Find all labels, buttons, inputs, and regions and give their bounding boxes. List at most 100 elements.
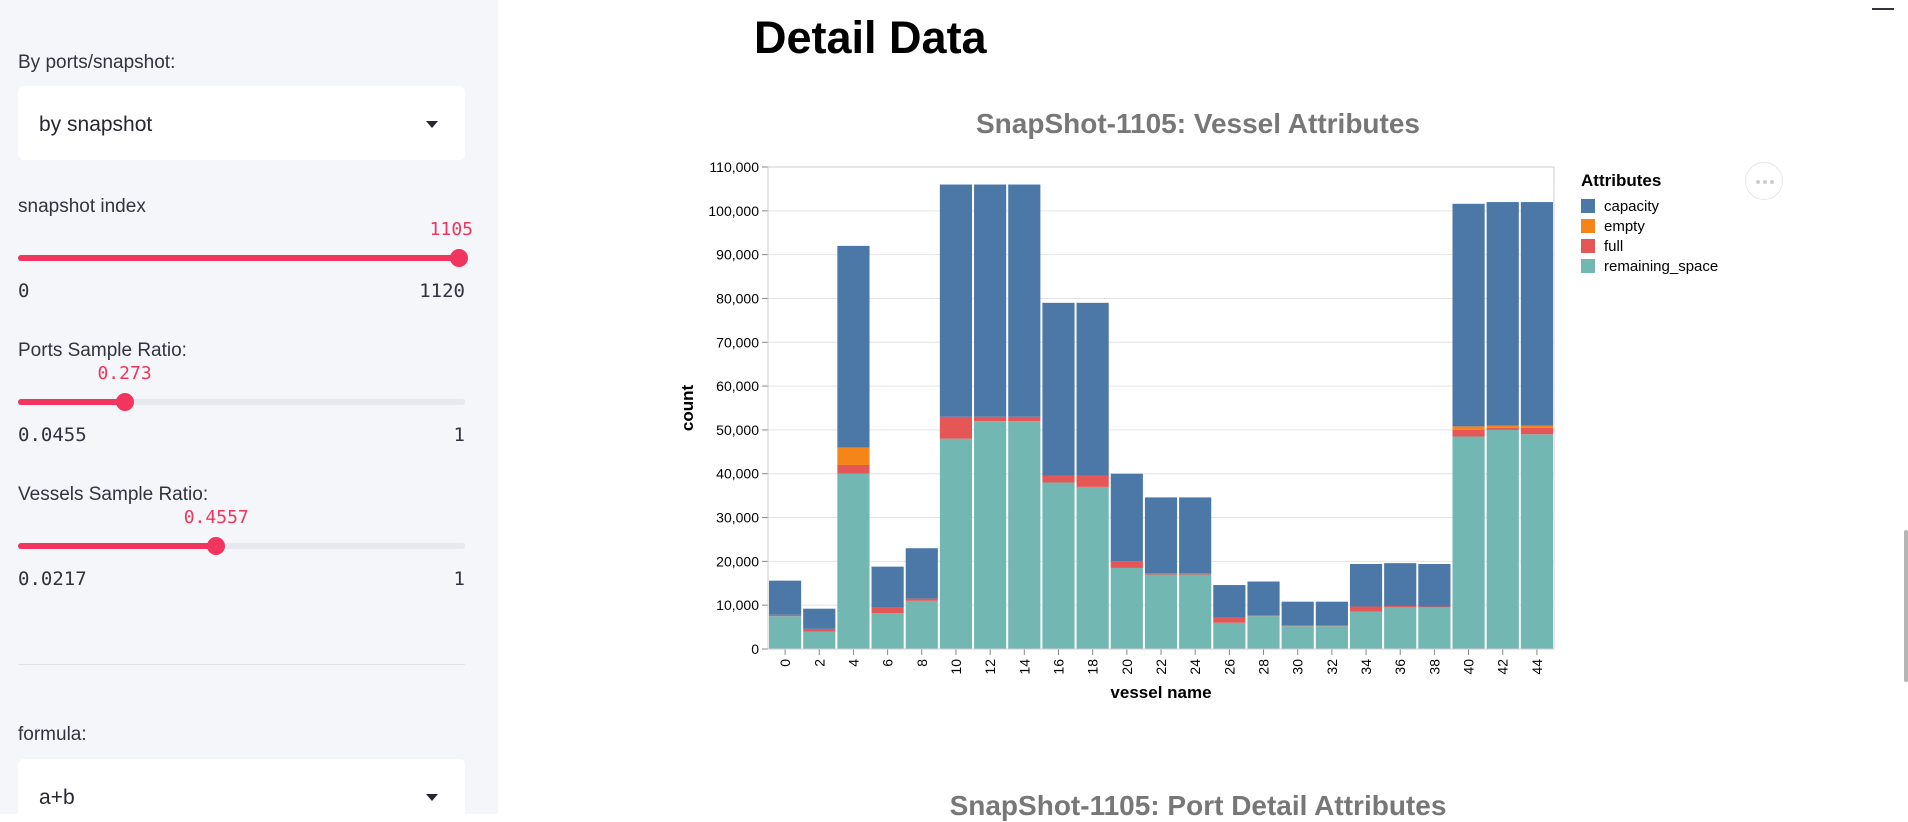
legend-label-empty: empty — [1604, 218, 1645, 235]
bar-remaining_space — [803, 631, 836, 649]
bar-capacity — [803, 608, 836, 629]
bar-full — [1281, 625, 1314, 627]
plot-frame — [767, 166, 1555, 650]
bar-capacity — [1452, 203, 1485, 427]
slider-thumb[interactable] — [207, 537, 226, 555]
vessels-ratio-slider[interactable]: 0.4557 — [18, 507, 465, 555]
page-title: Detail Data — [754, 12, 987, 63]
bar-full — [1452, 429, 1485, 437]
x-tick-label: 36 — [1392, 659, 1408, 675]
bar-capacity — [939, 184, 973, 417]
formula-label: formula: — [18, 724, 87, 745]
bar-full — [939, 416, 973, 439]
x-tick-label: 28 — [1256, 659, 1272, 675]
slider-min: 0.0455 — [18, 424, 87, 446]
bar-remaining_space — [1520, 434, 1553, 649]
x-tick-label: 26 — [1221, 659, 1237, 675]
x-tick-label: 12 — [982, 659, 998, 675]
bar-capacity — [837, 245, 870, 448]
vessel-attributes-chart: 0 10,000 20,000 30,000 40,000 50,000 60,000 70,… — [678, 159, 1718, 702]
bar-remaining_space — [1213, 622, 1246, 649]
bar-full — [1042, 475, 1075, 483]
x-tick-label: 42 — [1495, 659, 1511, 675]
bar-full — [1213, 617, 1246, 623]
more-icon — [1763, 180, 1767, 184]
sidebar: By ports/snapshot: by snapshot snapshot … — [0, 0, 498, 814]
bar-full — [1008, 416, 1041, 422]
bar-capacity — [871, 566, 904, 608]
ports-ratio-slider[interactable]: 0.273 — [18, 363, 465, 411]
y-tick-label: 100,000 — [708, 203, 759, 219]
x-tick-label: 20 — [1119, 659, 1135, 675]
hamburger-menu-icon[interactable] — [1872, 0, 1894, 10]
bar-capacity — [1042, 302, 1075, 476]
legend-swatch-empty — [1581, 219, 1595, 233]
bar-remaining_space — [1042, 482, 1075, 649]
bar-full — [1486, 427, 1519, 430]
bar-remaining_space — [1076, 486, 1109, 649]
bar-full — [974, 416, 1007, 422]
snapshot-index-slider[interactable]: 1105 — [18, 219, 473, 267]
bar-capacity — [905, 548, 938, 599]
view-mode-select[interactable]: by snapshot — [18, 86, 465, 160]
bar-empty — [1452, 426, 1485, 430]
bar-remaining_space — [1418, 607, 1451, 649]
bar-full — [837, 464, 870, 474]
bar-empty — [1520, 425, 1553, 428]
slider-thumb[interactable] — [450, 249, 468, 267]
x-tick-label: 0 — [777, 659, 793, 667]
chart-title: SnapShot-1105: Vessel Attributes — [976, 108, 1420, 139]
bar-remaining_space — [1349, 611, 1383, 649]
y-tick-label: 20,000 — [716, 553, 759, 569]
slider-max: 1 — [453, 424, 465, 446]
snapshot-index-label: snapshot index — [18, 196, 146, 217]
legend-label-capacity: capacity — [1604, 198, 1660, 215]
bar-full — [1384, 606, 1417, 608]
bar-capacity — [1315, 601, 1348, 626]
bar-remaining_space — [1315, 626, 1348, 649]
slider-max: 1120 — [419, 280, 465, 302]
bar-capacity — [769, 580, 802, 615]
formula-select[interactable]: a+b — [18, 759, 465, 814]
chart-actions-button[interactable] — [1745, 162, 1783, 200]
bar-full — [1247, 615, 1280, 617]
y-tick-label: 70,000 — [716, 334, 759, 350]
ports-ratio-label: Ports Sample Ratio: — [18, 340, 187, 361]
slider-thumb[interactable] — [115, 393, 134, 411]
bar-full — [1349, 606, 1383, 612]
slider-max: 1 — [453, 568, 465, 590]
bar-capacity — [1110, 473, 1143, 562]
y-tick-label: 30,000 — [716, 510, 759, 526]
slider-min: 0 — [18, 280, 30, 302]
slider-value: 1105 — [429, 219, 473, 240]
bar-full — [769, 614, 802, 617]
x-tick-label: 34 — [1358, 659, 1374, 675]
bar-remaining_space — [1008, 421, 1041, 649]
bar-remaining_space — [871, 613, 904, 649]
chevron-down-icon — [426, 794, 438, 801]
bar-capacity — [1076, 302, 1109, 476]
bar-full — [1418, 606, 1451, 608]
x-axis-label: vessel name — [1110, 683, 1211, 702]
scrollbar[interactable] — [1904, 530, 1908, 682]
x-tick-label: 32 — [1324, 659, 1340, 675]
y-tick-label: 110,000 — [709, 159, 759, 175]
y-tick-label: 80,000 — [716, 290, 759, 306]
x-tick-label: 2 — [811, 659, 827, 667]
bar-full — [1110, 561, 1143, 568]
view-mode-value: by snapshot — [39, 113, 153, 136]
legend-swatch-capacity — [1581, 199, 1595, 213]
x-tick-label: 40 — [1461, 659, 1477, 675]
bar-capacity — [1384, 563, 1417, 607]
y-tick-label: 40,000 — [716, 466, 759, 482]
bar-capacity — [1179, 497, 1212, 574]
legend-swatch-remaining_space — [1581, 259, 1595, 273]
slider-fill — [18, 543, 217, 549]
slider-min: 0.0217 — [18, 568, 87, 590]
bar-empty — [1486, 425, 1519, 428]
x-tick-label: 44 — [1529, 659, 1545, 675]
y-tick-label: 0 — [751, 641, 759, 657]
chevron-down-icon — [426, 121, 438, 128]
bar-remaining_space — [1144, 574, 1178, 649]
legend-label-full: full — [1604, 238, 1623, 255]
